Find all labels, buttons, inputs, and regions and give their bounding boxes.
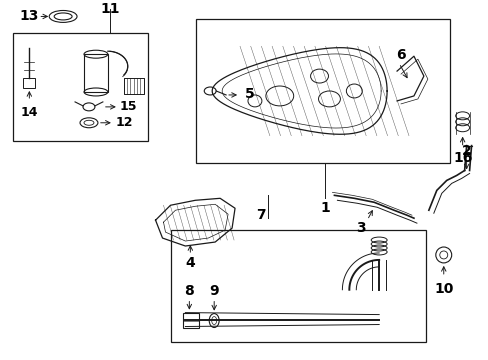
Bar <box>13 33 147 141</box>
Text: 16: 16 <box>452 150 471 165</box>
Bar <box>23 78 35 88</box>
Text: 2: 2 <box>461 144 470 158</box>
Text: 5: 5 <box>244 87 254 101</box>
Bar <box>183 312 199 328</box>
Text: 12: 12 <box>116 116 133 129</box>
Text: 10: 10 <box>433 282 452 296</box>
Text: 11: 11 <box>100 3 120 17</box>
Text: 13: 13 <box>20 9 39 23</box>
Text: 14: 14 <box>20 106 38 120</box>
Bar <box>84 54 108 92</box>
Text: 6: 6 <box>395 48 405 62</box>
Text: 7: 7 <box>256 208 265 222</box>
Text: 4: 4 <box>185 256 195 270</box>
Text: 1: 1 <box>320 201 330 215</box>
Text: 15: 15 <box>120 100 137 113</box>
Bar <box>196 19 449 162</box>
Text: 8: 8 <box>184 284 194 298</box>
Bar <box>171 230 425 342</box>
Text: 9: 9 <box>209 284 219 298</box>
Text: 3: 3 <box>356 221 366 235</box>
Bar <box>123 78 143 94</box>
